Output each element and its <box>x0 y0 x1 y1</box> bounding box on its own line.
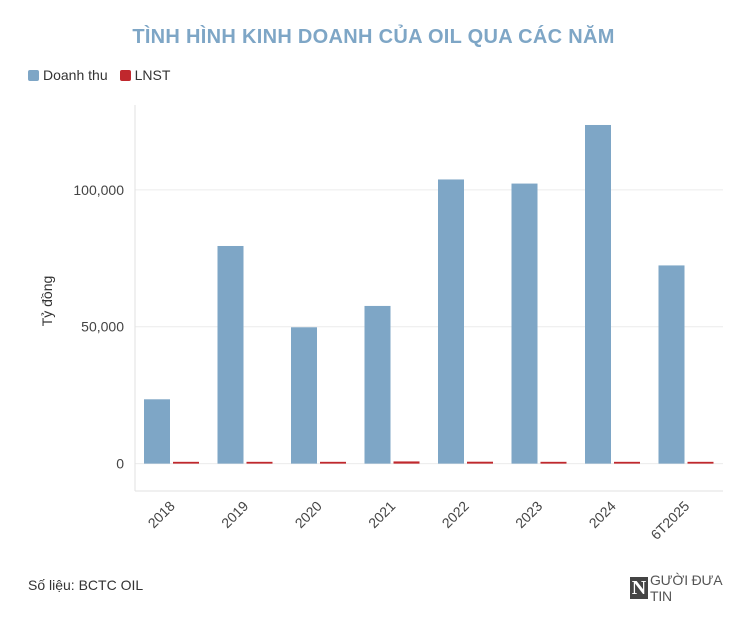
legend-label-doanh-thu: Doanh thu <box>43 67 108 83</box>
bar-doanh-thu <box>658 265 685 464</box>
chart-title: TÌNH HÌNH KINH DOANH CỦA OIL QUA CÁC NĂM <box>132 26 615 48</box>
bar-lnst <box>540 461 567 464</box>
bar-doanh-thu <box>144 399 170 464</box>
x-tick-label: 2023 <box>512 498 545 531</box>
y-tick-label: 50,000 <box>81 319 124 335</box>
legend: Doanh thu LNST <box>28 67 182 83</box>
bar-lnst <box>393 461 420 464</box>
x-tick-label: 2019 <box>218 498 251 531</box>
bar-doanh-thu <box>291 327 317 464</box>
y-tick-label: 0 <box>116 456 124 472</box>
bar-doanh-thu <box>364 305 391 464</box>
x-tick-label: 2018 <box>145 498 178 531</box>
bar-doanh-thu <box>438 179 464 464</box>
x-tick-label: 6T2025 <box>647 498 692 543</box>
x-tick-label: 2024 <box>586 498 619 531</box>
publisher-logo: N GƯỜI ĐƯA TIN <box>630 572 747 604</box>
source-note: Số liệu: BCTC OIL <box>28 577 144 593</box>
x-tick-label: 2022 <box>439 498 472 531</box>
bar-doanh-thu <box>511 183 538 464</box>
bar-lnst <box>246 461 273 464</box>
bar-lnst <box>614 461 640 464</box>
x-tick-label: 2020 <box>292 498 325 531</box>
legend-label-lnst: LNST <box>134 67 171 83</box>
bar-lnst <box>320 461 346 464</box>
y-axis-label: Tỷ đồng <box>39 276 55 327</box>
legend-item-doanh-thu[interactable]: Doanh thu <box>28 67 108 83</box>
bar-doanh-thu <box>585 124 611 464</box>
x-tick-label: 2021 <box>365 498 398 531</box>
logo-text: GƯỜI ĐƯA TIN <box>649 572 722 604</box>
legend-swatch-lnst <box>119 69 131 81</box>
bar-lnst <box>467 461 493 464</box>
bar-lnst <box>173 461 199 464</box>
legend-swatch-doanh-thu <box>28 69 39 81</box>
y-tick-label: 100,000 <box>73 182 124 198</box>
bar-doanh-thu <box>217 245 244 464</box>
bar-lnst <box>687 461 714 464</box>
logo-mark: N <box>630 577 648 599</box>
legend-item-lnst[interactable]: LNST <box>119 67 171 83</box>
